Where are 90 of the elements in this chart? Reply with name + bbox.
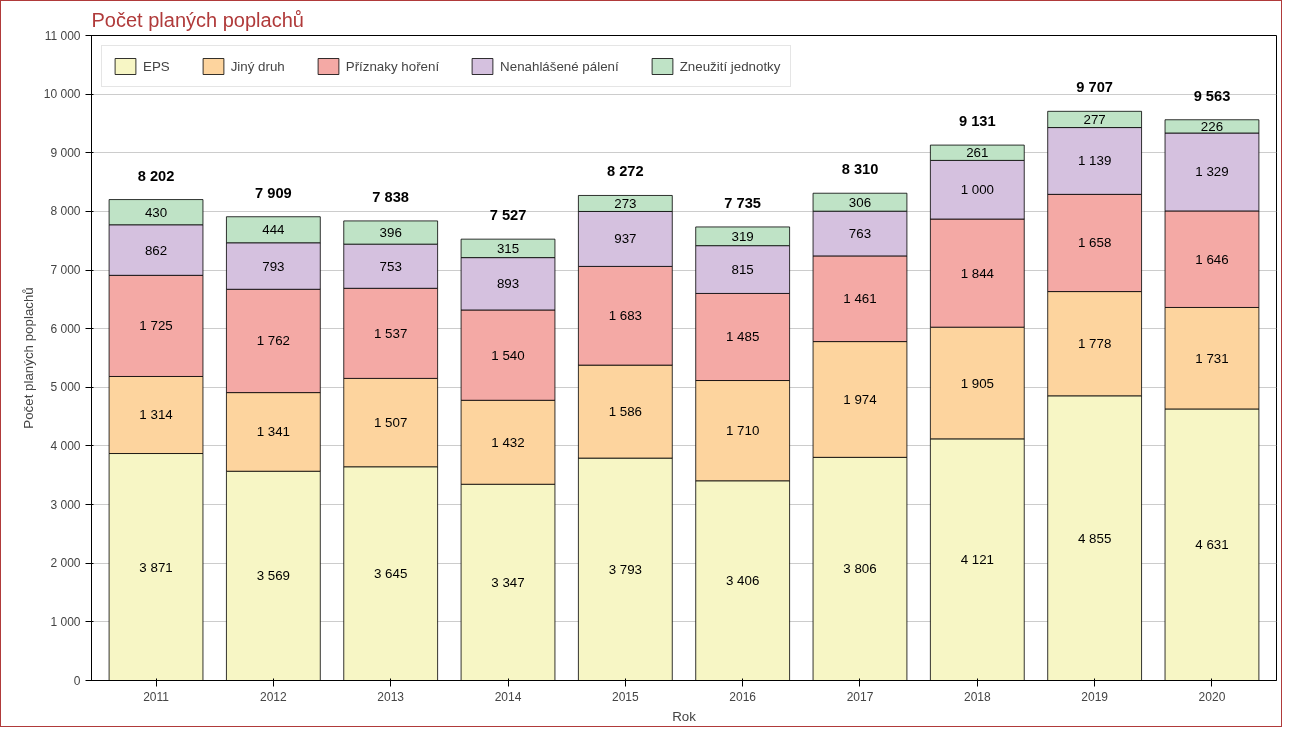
data-label: 4 121	[960, 552, 994, 568]
data-label: 277	[1083, 111, 1106, 127]
y-tick-label: 8 000	[50, 204, 81, 219]
data-label: 1 658	[1077, 235, 1112, 251]
data-label: 1 974	[843, 391, 878, 407]
y-tick-label: 6 000	[50, 321, 81, 336]
data-label: 1 905	[960, 375, 994, 391]
total-label: 8 272	[607, 163, 644, 180]
data-label: 893	[496, 276, 520, 292]
x-tick-label: 2014	[494, 689, 522, 704]
data-label: 815	[731, 262, 754, 278]
data-label: 1 710	[725, 423, 760, 439]
y-tick-label: 4 000	[50, 438, 81, 453]
data-label: 315	[496, 240, 520, 256]
data-label: 1 461	[843, 291, 877, 307]
x-tick-label: 2015	[611, 689, 640, 704]
y-axis-title: Počet planých poplachů	[20, 287, 36, 429]
data-label: 3 347	[491, 574, 525, 590]
x-tick-label: 2016	[729, 689, 757, 704]
data-label: 793	[262, 258, 285, 274]
total-label: 7 909	[255, 184, 292, 201]
y-tick-label: 0	[73, 673, 81, 688]
data-label: 3 645	[374, 566, 408, 582]
total-label: 9 563	[1193, 87, 1231, 104]
data-label: 763	[848, 226, 872, 242]
x-axis-title: Rok	[672, 708, 697, 724]
data-label: 1 000	[960, 182, 994, 198]
data-label: 3 406	[725, 573, 760, 589]
data-label: 226	[1200, 118, 1224, 134]
data-label: 1 537	[374, 325, 408, 341]
data-label: 444	[262, 222, 286, 238]
data-label: 1 341	[256, 424, 291, 440]
data-label: 1 646	[1195, 251, 1229, 267]
data-label: 1 844	[960, 265, 995, 281]
y-tick-label: 7 000	[50, 263, 81, 278]
total-label: 8 202	[137, 167, 175, 184]
y-tick-label: 3 000	[50, 497, 81, 512]
data-label: 1 762	[256, 333, 291, 349]
data-label: 1 683	[608, 308, 643, 324]
x-tick-label: 2011	[143, 689, 170, 704]
data-label: 1 485	[725, 329, 760, 345]
data-label: 937	[614, 231, 637, 247]
data-label: 3 871	[139, 559, 173, 575]
data-label: 1 507	[374, 415, 408, 431]
y-tick-label: 11 000	[44, 28, 81, 43]
x-tick-label: 2012	[260, 689, 288, 704]
x-tick-label: 2020	[1198, 689, 1226, 704]
data-label: 1 586	[608, 404, 643, 420]
total-label: 9 707	[1076, 79, 1113, 96]
y-tick-label: 1 000	[50, 614, 81, 629]
data-label: 3 569	[256, 568, 291, 584]
legend-label: Nenahlášené pálení	[500, 58, 619, 74]
legend-label: Jiný druh	[230, 58, 285, 74]
x-tick-label: 2019	[1081, 689, 1109, 704]
data-label: 1 139	[1077, 153, 1112, 169]
legend-label: Příznaky hoření	[345, 58, 440, 74]
data-label: 3 806	[843, 561, 877, 577]
legend-label: Zneužití jednotky	[679, 58, 781, 74]
x-tick-label: 2013	[377, 689, 405, 704]
y-tick-label: 9 000	[50, 145, 81, 160]
data-label: 4 631	[1195, 537, 1229, 553]
x-tick-label: 2017	[846, 689, 874, 704]
data-label: 273	[614, 195, 637, 211]
data-label: 753	[379, 258, 402, 274]
total-label: 7 838	[372, 188, 410, 205]
data-label: 1 329	[1195, 164, 1229, 180]
data-label: 1 725	[139, 318, 173, 334]
x-tick-label: 2018	[963, 689, 991, 704]
data-label: 862	[144, 242, 168, 258]
total-label: 7 735	[724, 194, 762, 211]
y-tick-label: 2 000	[50, 556, 81, 571]
data-label: 1 432	[491, 434, 525, 450]
data-label: 396	[379, 225, 402, 241]
total-label: 9 131	[958, 113, 996, 130]
data-label: 1 731	[1195, 350, 1229, 366]
data-label: 1 540	[491, 347, 525, 363]
total-label: 7 527	[489, 207, 527, 224]
data-label: 261	[966, 145, 989, 161]
data-label: 306	[848, 194, 872, 210]
data-label: 4 855	[1077, 530, 1112, 546]
data-label: 3 793	[608, 561, 643, 577]
y-tick-label: 5 000	[50, 380, 81, 395]
data-label: 319	[731, 228, 754, 244]
data-label: 430	[144, 204, 168, 220]
data-label: 1 314	[139, 407, 174, 423]
legend-label: EPS	[143, 58, 170, 74]
chart-title: Počet planých poplachů	[91, 8, 304, 31]
y-tick-label: 10 000	[43, 87, 81, 102]
total-label: 8 310	[841, 161, 879, 178]
data-label: 1 778	[1077, 336, 1112, 352]
